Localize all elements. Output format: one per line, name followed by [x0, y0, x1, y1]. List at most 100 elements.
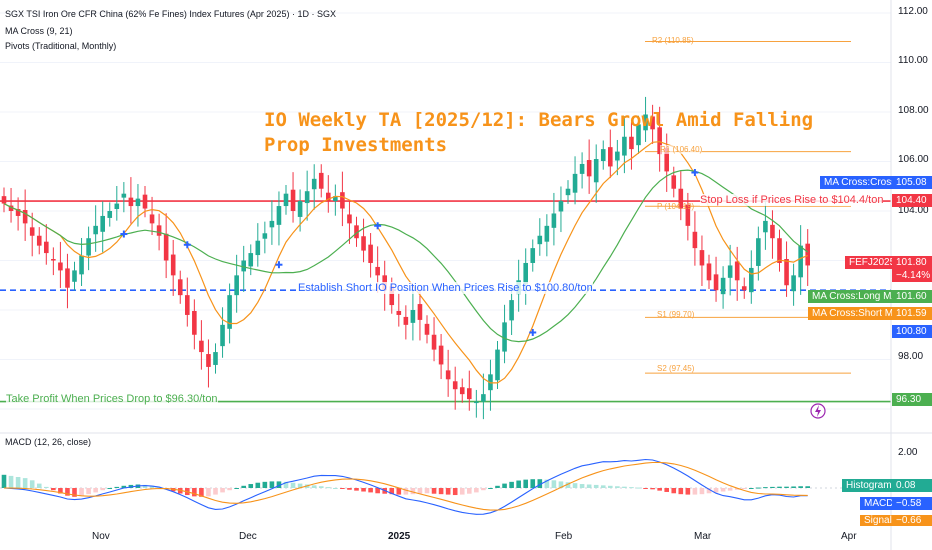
macd-hist-bar-94	[664, 488, 669, 492]
candle-46	[326, 175, 331, 213]
short-ma-tag-label: MA Cross:Short MA	[808, 307, 900, 320]
macd-hist-bar-106	[749, 488, 754, 489]
macd-hist-bar-99	[699, 488, 705, 495]
macd-hist-bar-93	[657, 488, 662, 491]
macd-hist-bar-53	[375, 488, 380, 494]
candle-67	[474, 389, 479, 418]
candle-4	[29, 212, 35, 257]
candle-6	[44, 224, 49, 265]
candle-15	[107, 202, 113, 227]
entry-annotation: Establish Short IO Position When Prices …	[298, 282, 593, 294]
candle-96	[678, 171, 684, 221]
x-tick-apr: Apr	[841, 531, 857, 542]
moving-averages	[3, 141, 809, 384]
stop-loss-tag: 104.40	[892, 194, 932, 207]
macd-hist-bar-98	[692, 488, 698, 495]
ma-cross-tag-value: 105.08	[892, 176, 932, 189]
candle-41	[290, 172, 296, 223]
candle-74	[523, 248, 528, 305]
macd-hist-bar-34	[241, 485, 246, 488]
symbol-tag-label: FEFJ2025	[845, 256, 895, 269]
candle-52	[368, 233, 373, 278]
macd-hist-bar-29	[206, 488, 211, 497]
macd-hist-bar-4	[29, 480, 35, 488]
candle-111	[784, 241, 789, 297]
candle-105	[741, 277, 747, 299]
candle-57	[403, 305, 409, 340]
symbol-title[interactable]: SGX TSI Iron Ore CFR China (62% Fe Fines…	[5, 9, 336, 19]
macd-tick: 2.00	[898, 447, 918, 458]
candle-13	[93, 205, 98, 252]
candle-95	[671, 166, 677, 198]
candle-101	[713, 256, 719, 302]
macd-hist-bar-79	[558, 481, 564, 488]
macd-hist-bar-1	[8, 475, 14, 488]
candle-37	[262, 221, 268, 254]
lightning-icon[interactable]	[810, 403, 826, 419]
candle-16	[114, 186, 120, 221]
macd-hist-bar-80	[565, 482, 571, 488]
short-ma-line	[3, 141, 808, 384]
macd-hist-bar-47	[333, 488, 338, 489]
macd-hist-bar-63	[445, 488, 451, 495]
y-tick-104: 104.00	[898, 205, 929, 216]
candle-62	[438, 334, 444, 380]
macd-hist-bar-62	[438, 488, 444, 495]
candle-107	[756, 226, 761, 281]
candle-92	[650, 104, 655, 144]
candle-26	[185, 277, 190, 327]
pivot-r2-label: R2 (110.85)	[652, 36, 694, 45]
candle-83	[586, 139, 592, 194]
y-tick-112: 112.00	[898, 6, 928, 17]
candle-43	[304, 170, 310, 221]
pivots-legend[interactable]: Pivots (Traditional, Monthly)	[5, 41, 117, 51]
macd-hist-bar-84	[593, 484, 599, 488]
signal-tag-label: Signal	[860, 515, 892, 526]
macd-hist-bar-72	[509, 481, 514, 488]
ma-cross-marker-1	[183, 241, 191, 249]
macd-hist-bar-95	[671, 488, 677, 494]
macd-tag-value: −0.58	[892, 497, 932, 510]
candle-76	[537, 218, 543, 256]
symbol-tag-value: 101.80	[892, 256, 932, 269]
candle-21	[149, 196, 155, 236]
macd-hist-bar-3	[22, 478, 28, 488]
macd-hist-bar-97	[685, 488, 691, 495]
ma-cross-markers	[120, 169, 699, 336]
macd-hist-bar-110	[777, 486, 782, 488]
macd-hist-bar-14	[100, 488, 105, 491]
ma-cross-marker-2	[275, 261, 283, 269]
macd-hist-bar-91	[643, 488, 648, 489]
macd-hist-bar-27	[192, 488, 197, 497]
macd-hist-bar-11	[79, 488, 84, 496]
candle-11	[79, 237, 84, 286]
macd-hist-bar-48	[340, 488, 345, 489]
candle-10	[72, 261, 77, 291]
macd-legend[interactable]: MACD (12, 26, close)	[5, 437, 92, 447]
macd-hist-bar-113	[798, 486, 803, 488]
macd-hist-bar-41	[290, 482, 296, 488]
candle-69	[488, 359, 493, 411]
candle-65	[459, 378, 465, 403]
candle-78	[551, 192, 557, 246]
macd-hist-bar-7	[51, 488, 56, 491]
candles	[1, 96, 810, 420]
candle-82	[579, 152, 585, 189]
macd-hist-bar-40	[283, 481, 289, 488]
macd-hist-bar-8	[58, 488, 63, 494]
macd-hist-bar-92	[650, 488, 655, 490]
y-tick-106: 106.00	[898, 154, 929, 165]
candle-30	[213, 343, 218, 374]
macd-hist-bar-32	[227, 488, 232, 491]
x-tick-feb: Feb	[555, 531, 573, 542]
candle-14	[100, 201, 105, 253]
macd-hist-bar-81	[572, 483, 578, 488]
long-ma-line	[3, 169, 809, 343]
candle-51	[361, 218, 366, 263]
candle-91	[643, 96, 648, 142]
candle-100	[706, 254, 712, 289]
candle-81	[572, 156, 578, 205]
ma-cross-legend[interactable]: MA Cross (9, 21)	[5, 26, 73, 36]
macd-pane	[0, 458, 891, 515]
